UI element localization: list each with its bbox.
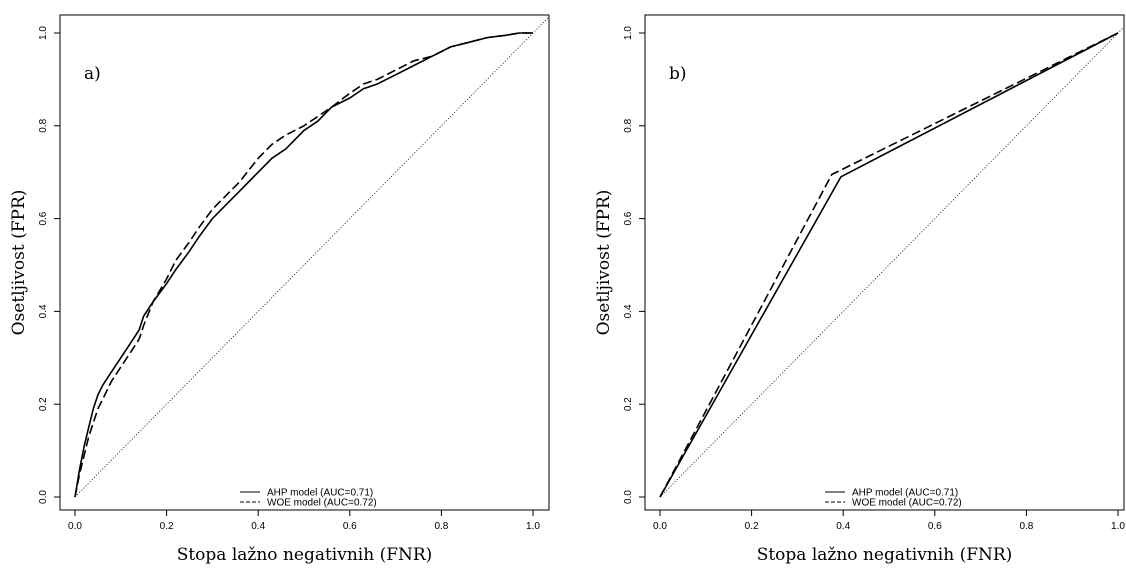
y-tick-label-b-0: 0.0 xyxy=(623,490,634,504)
y-tick-label-a-0: 0.0 xyxy=(38,490,49,504)
plot-frame-a xyxy=(59,14,550,511)
y-tick-label-b-3: 0.6 xyxy=(623,211,634,225)
y-tick-label-a-5: 1.0 xyxy=(38,26,49,40)
x-tick-label-a-2: 0.4 xyxy=(251,521,265,532)
legend-label-b-0: AHP model (AUC=0.71) xyxy=(852,488,958,499)
legend-label-a-0: AHP model (AUC=0.71) xyxy=(267,488,373,499)
y-tick-label-b-2: 0.4 xyxy=(623,304,634,318)
x-axis-title-b: Stopa lažno negativnih (FNR) xyxy=(757,545,1013,565)
y-tick-label-a-4: 0.8 xyxy=(38,118,49,132)
y-tick-label-a-1: 0.2 xyxy=(38,397,49,411)
legend-label-a-1: WOE model (AUC=0.72) xyxy=(267,498,377,509)
series-line-a-0 xyxy=(74,32,533,498)
y-tick-label-b-4: 0.8 xyxy=(623,118,634,132)
legend-label-b-1: WOE model (AUC=0.72) xyxy=(852,498,962,509)
series-line-a-1 xyxy=(74,32,533,498)
reference-diagonal-a xyxy=(74,16,549,498)
x-tick-label-b-1: 0.2 xyxy=(745,521,759,532)
x-tick-label-a-3: 0.6 xyxy=(343,521,357,532)
y-axis-title-b: Osetljivost (FPR) xyxy=(594,190,614,336)
chart-panel-a: 0.0 0.2 0.4 0.6 0.8 1.0 0.0 0.2 0.4 0.6 0.8 1.0 Stop… xyxy=(9,14,550,565)
x-tick-label-a-0: 0.0 xyxy=(68,521,82,532)
x-tick-label-b-3: 0.6 xyxy=(928,521,942,532)
x-tick-label-b-2: 0.4 xyxy=(836,521,850,532)
panel-label-a: a) xyxy=(84,64,101,84)
x-tick-label-a-1: 0.2 xyxy=(160,521,174,532)
series-line-b-1 xyxy=(659,32,1119,498)
reference-diagonal-b xyxy=(659,26,1124,498)
y-tick-label-b-5: 1.0 xyxy=(623,26,634,40)
x-tick-label-b-0: 0.0 xyxy=(653,521,667,532)
y-axis-title-a: Osetljivost (FPR) xyxy=(9,190,29,336)
y-tick-label-a-3: 0.6 xyxy=(38,211,49,225)
x-tick-label-a-5: 1.0 xyxy=(526,521,540,532)
x-tick-label-b-4: 0.8 xyxy=(1019,521,1033,532)
y-tick-label-a-2: 0.4 xyxy=(38,304,49,318)
plot-frame-b xyxy=(644,14,1125,511)
series-line-b-0 xyxy=(659,32,1119,498)
y-tick-label-b-1: 0.2 xyxy=(623,397,634,411)
x-tick-label-b-5: 1.0 xyxy=(1111,521,1125,532)
chart-panel-b: 0.0 0.2 0.4 0.6 0.8 1.0 0.0 0.2 0.4 0.6 0.8 1.0 Stop… xyxy=(594,14,1125,565)
x-axis-title-a: Stopa lažno negativnih (FNR) xyxy=(177,545,433,565)
panel-label-b: b) xyxy=(669,64,687,84)
x-tick-label-a-4: 0.8 xyxy=(434,521,448,532)
